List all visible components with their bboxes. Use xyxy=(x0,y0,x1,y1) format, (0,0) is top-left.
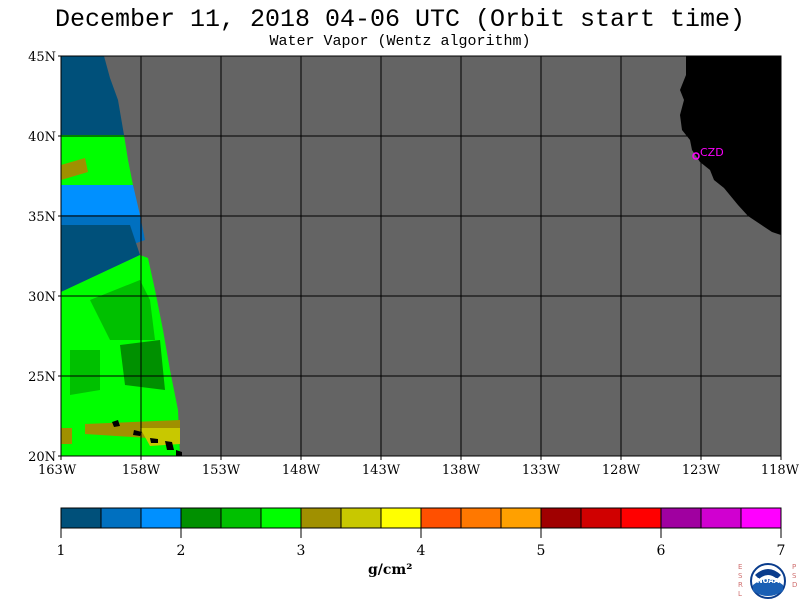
svg-text:S: S xyxy=(738,572,743,580)
latitude-labels: 45N 40N 35N 30N 25N 20N xyxy=(28,50,61,465)
island-oahu xyxy=(133,430,142,436)
swath-band-darker-green-2 xyxy=(120,340,165,390)
colorbar-swatch xyxy=(540,507,582,529)
colorbar-swatch xyxy=(140,507,182,529)
svg-text:L: L xyxy=(738,590,742,598)
island-big xyxy=(176,450,182,456)
map-subtitle: Water Vapor (Wentz algorithm) xyxy=(269,33,531,50)
colorbar-swatch xyxy=(620,507,662,529)
swath-band-low-dark xyxy=(61,56,124,135)
longitude-label: 163W xyxy=(38,463,77,478)
logo-text: NOAA xyxy=(757,577,780,585)
longitude-label: 148W xyxy=(282,463,321,478)
map-border xyxy=(60,55,782,457)
colorbar-units-label: g/cm² xyxy=(368,562,413,578)
longitude-labels: 163W 158W 153W 148W 143W 138W 133W 128W 123W 118W xyxy=(38,456,800,478)
island-hawaii xyxy=(165,441,174,450)
colorbar-swatch xyxy=(700,507,742,529)
colorbar-tick-label: 5 xyxy=(537,543,546,559)
colorbar-tick-label: 4 xyxy=(417,543,426,559)
longitude-label: 143W xyxy=(362,463,401,478)
latitude-label: 35N xyxy=(28,210,56,225)
island-maui xyxy=(150,438,158,443)
svg-text:S: S xyxy=(792,572,797,580)
colorbar-swatch xyxy=(420,507,462,529)
latitude-label: 25N xyxy=(28,370,56,385)
swath-band-olive-north xyxy=(61,158,88,180)
island-kauai xyxy=(112,420,120,427)
longitude-label: 123W xyxy=(682,463,721,478)
colorbar xyxy=(60,507,782,529)
water-vapor-map: CZD xyxy=(60,55,782,457)
longitude-label: 118W xyxy=(761,463,800,478)
svg-text:R: R xyxy=(738,581,743,589)
colorbar-tick-label: 3 xyxy=(297,543,306,559)
colorbar-swatch xyxy=(300,507,342,529)
colorbar-swatch xyxy=(740,507,782,529)
colorbar-swatch xyxy=(180,507,222,529)
colorbar-swatch xyxy=(220,507,262,529)
swath-band-green-north xyxy=(61,135,133,185)
longitude-label: 158W xyxy=(122,463,161,478)
longitude-label: 133W xyxy=(522,463,561,478)
latitude-label: 40N xyxy=(28,130,56,145)
colorbar-tick-labels: 1 2 3 4 5 6 7 xyxy=(57,528,786,559)
colorbar-tick-label: 1 xyxy=(57,543,66,559)
station-marker xyxy=(692,152,700,160)
colorbar-swatch xyxy=(580,507,622,529)
swath-band-yellow-strip xyxy=(140,428,180,446)
hawaiian-islands xyxy=(112,420,182,456)
water-vapor-swath xyxy=(61,56,180,456)
swath-band-darker-green-1 xyxy=(90,280,155,340)
noaa-esrl-psd-logo: E S R L NOAA P S D xyxy=(738,563,797,599)
svg-text:P: P xyxy=(792,563,796,571)
latitude-label: 45N xyxy=(28,50,56,65)
svg-text:E: E xyxy=(738,563,742,571)
no-data-background xyxy=(61,56,781,456)
longitude-label: 153W xyxy=(202,463,241,478)
longitude-label: 138W xyxy=(442,463,481,478)
colorbar-swatch xyxy=(100,507,142,529)
colorbar-swatch xyxy=(500,507,542,529)
svg-text:D: D xyxy=(792,581,797,589)
land-california-coast xyxy=(680,56,781,235)
colorbar-swatch xyxy=(380,507,422,529)
lat-lon-grid xyxy=(61,56,781,456)
colorbar-tick-label: 7 xyxy=(777,543,786,559)
colorbar-tick-label: 6 xyxy=(657,543,666,559)
latitude-label: 20N xyxy=(28,450,56,465)
colorbar-tick-label: 2 xyxy=(177,543,186,559)
latitude-label: 30N xyxy=(28,290,56,305)
map-title: December 11, 2018 04-06 UTC (Orbit start… xyxy=(54,5,746,34)
swath-band-darker-green-3 xyxy=(70,350,100,395)
colorbar-swatch xyxy=(660,507,702,529)
colorbar-swatch xyxy=(260,507,302,529)
station-label: CZD xyxy=(700,146,724,159)
swath-band-dark-blue xyxy=(61,225,140,292)
colorbar-swatch xyxy=(460,507,502,529)
colorbar-swatch xyxy=(340,507,382,529)
swath-band-olive-south xyxy=(61,428,72,444)
longitude-label: 128W xyxy=(602,463,641,478)
colorbar-swatch xyxy=(60,507,102,529)
